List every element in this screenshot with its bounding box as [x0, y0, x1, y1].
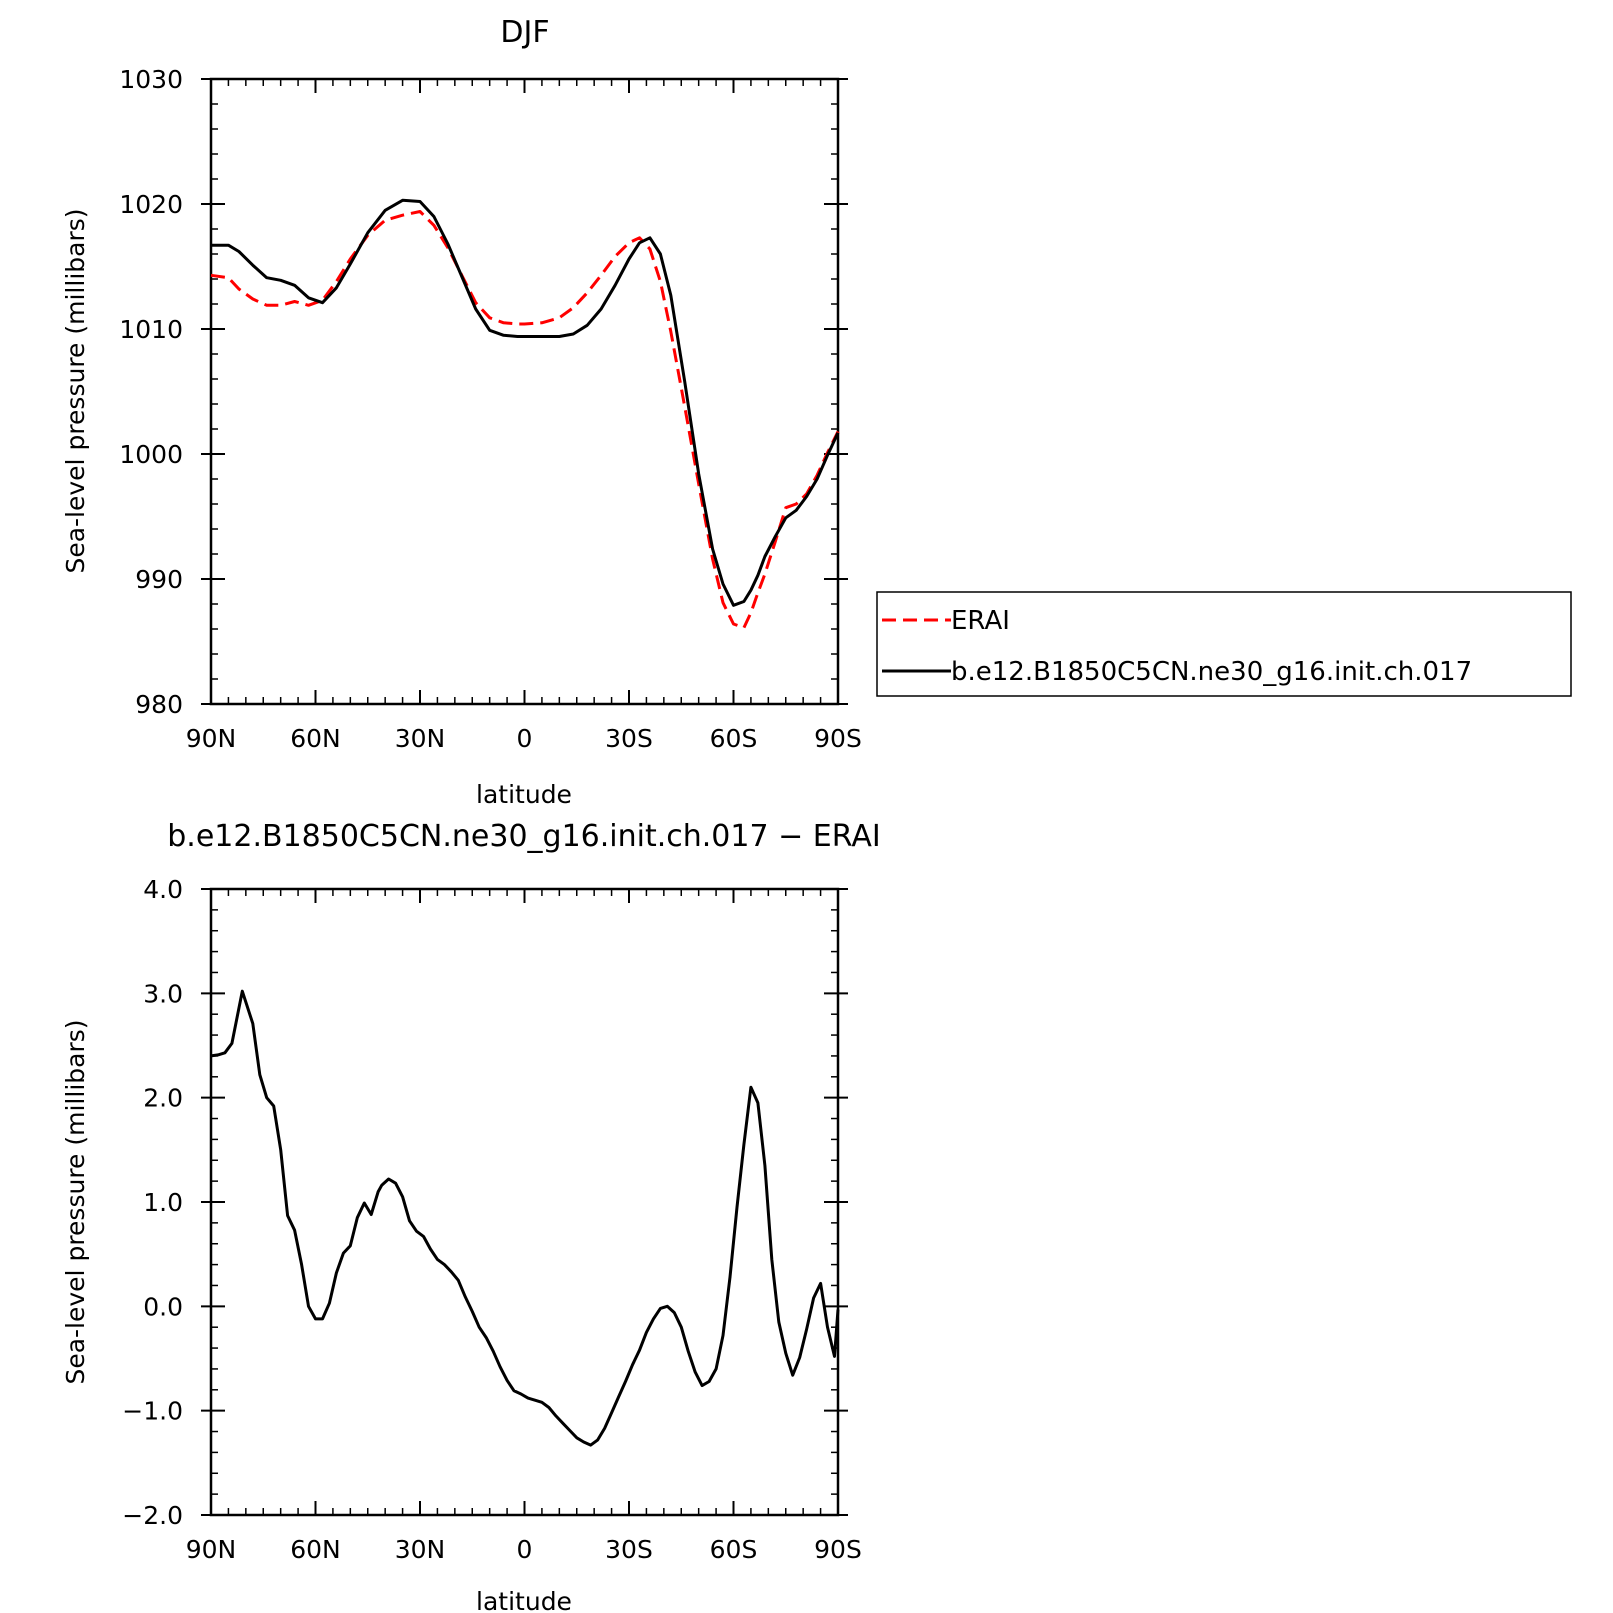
- top-y-tick-label: 1010: [119, 315, 183, 344]
- top-x-axis-label: latitude: [476, 780, 572, 809]
- top-plot-frame: [209, 77, 840, 706]
- bottom-y-tick-label: −2.0: [122, 1501, 183, 1530]
- top-series-lines: [210, 198, 840, 630]
- top-y-tick-label: 990: [135, 565, 183, 594]
- legend-label-model: b.e12.B1850C5CN.ne30_g16.init.ch.017: [951, 657, 1472, 687]
- panel-bottom-difference: b.e12.B1850C5CN.ne30_g16.init.ch.017 − E…: [61, 819, 881, 1613]
- top-x-tick-label: 30S: [605, 724, 653, 753]
- top-y-tick-label: 1000: [119, 440, 183, 469]
- bottom-y-tick-label: 0.0: [143, 1292, 183, 1321]
- bottom-y-tick-label: 2.0: [143, 1084, 183, 1113]
- top-series-line-erai: [210, 210, 840, 630]
- top-x-tick-label: 60N: [290, 724, 341, 753]
- bottom-x-tick-label: 90N: [186, 1535, 237, 1564]
- top-x-tick-label: 90S: [814, 724, 862, 753]
- top-x-tick-label: 0: [517, 724, 533, 753]
- bottom-x-tick-label: 30N: [395, 1535, 446, 1564]
- top-x-tick-label: 30N: [395, 724, 446, 753]
- bottom-y-tick-label: 3.0: [143, 979, 183, 1008]
- bottom-series-line-difference: [210, 989, 840, 1447]
- top-x-tick-label: 60S: [710, 724, 758, 753]
- top-series-line-model: [211, 198, 840, 607]
- top-ticks: 90N 60N 30N 0 30S 60S 90S 980 990 1000 1010 1020 103…: [119, 65, 861, 753]
- panel-top-slp: DJF 90N 60N 30N 0 30S 60S 90S 980 990 1000 1010 102…: [61, 15, 1572, 809]
- bottom-y-tick-label: 1.0: [143, 1188, 183, 1217]
- bottom-x-tick-label: 30S: [605, 1535, 653, 1564]
- top-chart-title: DJF: [500, 15, 549, 50]
- bottom-plot-frame: [209, 887, 840, 1517]
- bottom-x-tick-label: 90S: [814, 1535, 862, 1564]
- bottom-y-tick-label: −1.0: [122, 1397, 183, 1426]
- bottom-x-tick-label: 60S: [710, 1535, 758, 1564]
- bottom-y-axis-label: Sea-level pressure (millibars): [61, 1019, 90, 1384]
- bottom-chart-title: b.e12.B1850C5CN.ne30_g16.init.ch.017 − E…: [167, 819, 880, 854]
- bottom-x-tick-label: 60N: [290, 1535, 341, 1564]
- legend-label-erai: ERAI: [951, 606, 1010, 636]
- top-y-axis-label: Sea-level pressure (millibars): [61, 208, 90, 573]
- top-y-tick-label: 1030: [119, 65, 183, 94]
- bottom-y-tick-label: 4.0: [143, 875, 183, 904]
- bottom-x-axis-label: latitude: [476, 1587, 572, 1613]
- bottom-ticks: 90N 60N 30N 0 30S 60S 90S −2.0 −1.0 0.0 1.0 2.0 3.0 4…: [122, 875, 862, 1564]
- top-x-tick-label: 90N: [186, 724, 237, 753]
- legend-box: [876, 591, 1572, 697]
- top-y-tick-label: 980: [135, 690, 183, 719]
- bottom-series-lines: [210, 989, 840, 1447]
- legend: ERAI b.e12.B1850C5CN.ne30_g16.init.ch.01…: [876, 591, 1572, 697]
- top-y-tick-label: 1020: [119, 190, 183, 219]
- bottom-x-tick-label: 0: [517, 1535, 533, 1564]
